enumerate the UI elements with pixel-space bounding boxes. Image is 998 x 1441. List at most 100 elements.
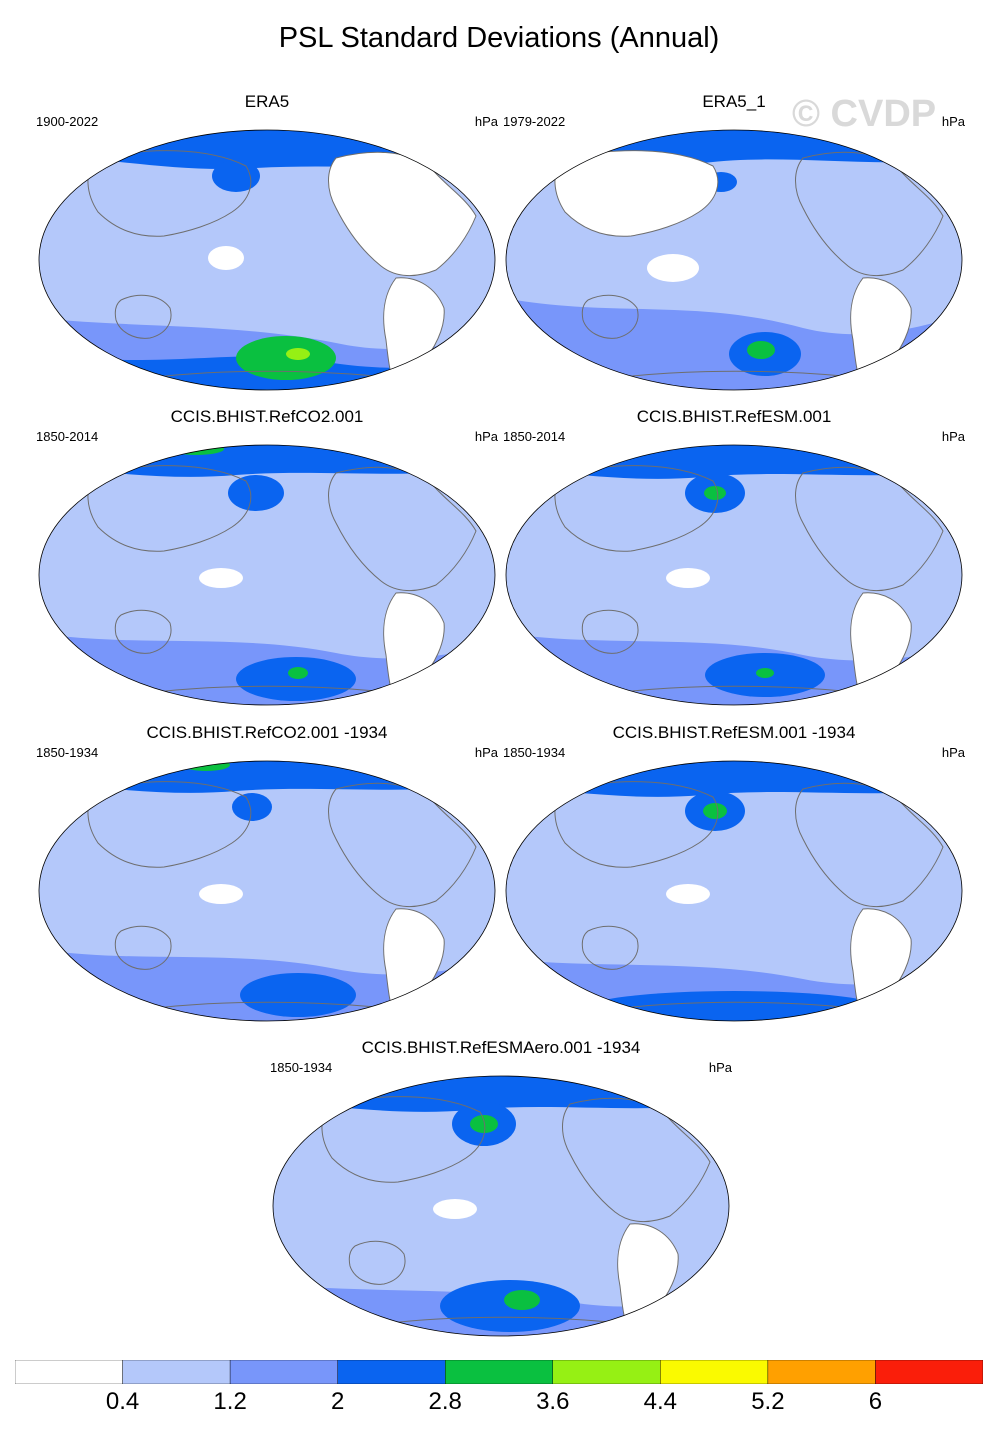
sd-pacific-core bbox=[704, 486, 726, 500]
colorbar-label: 0.4 bbox=[105, 1388, 140, 1415]
map-border bbox=[38, 129, 496, 391]
land-north-america bbox=[328, 152, 476, 276]
map-contours bbox=[273, 1076, 729, 1336]
map-contours bbox=[39, 761, 495, 1021]
coastline-asia bbox=[87, 150, 252, 237]
panel-title: CCIS.BHIST.RefCO2.001 -1934 bbox=[146, 723, 388, 742]
land-south-america bbox=[383, 277, 445, 390]
coastline-asia bbox=[554, 465, 719, 552]
land-south-america bbox=[850, 592, 912, 705]
sd-min-tropical bbox=[199, 884, 243, 904]
panel-period: 1900-2022 bbox=[36, 114, 99, 129]
panel-period: 1850-1934 bbox=[503, 745, 566, 760]
map-panel-refesmaero-1934: CCIS.BHIST.RefESMAero.001 -1934 1850-193… bbox=[270, 1038, 732, 1338]
sd-southern-core bbox=[756, 668, 774, 678]
contour-map bbox=[38, 444, 496, 706]
sd-southern-low bbox=[240, 973, 356, 1017]
map-border bbox=[38, 760, 496, 1022]
panel-title: ERA5_1 bbox=[702, 92, 766, 111]
colorbar-swatch bbox=[552, 1360, 661, 1384]
coastline-australia bbox=[581, 609, 639, 654]
land-south-america bbox=[850, 908, 912, 1021]
coastline-australia bbox=[114, 609, 172, 654]
colorbar-swatch bbox=[660, 1360, 769, 1384]
map-panel-era5-1: ERA5_1 1979-2022 hPa bbox=[503, 92, 965, 392]
coastline-asia bbox=[87, 465, 252, 552]
sd-southern-core bbox=[236, 336, 336, 380]
colorbar-swatch bbox=[229, 1360, 338, 1384]
sd-min-tropical bbox=[199, 568, 243, 588]
contour-map bbox=[272, 1075, 730, 1337]
land-south-america bbox=[617, 1223, 679, 1336]
map-contours bbox=[506, 761, 962, 1021]
map-panel-refesm-1934: CCIS.BHIST.RefESM.001 -1934 1850-1934 hP… bbox=[503, 723, 965, 1023]
colorbar-label: 4.4 bbox=[643, 1388, 678, 1415]
sd-min-tropical bbox=[433, 1199, 477, 1219]
map-panel-refco2: CCIS.BHIST.RefCO2.001 1850-2014 hPa bbox=[36, 407, 498, 707]
sd-arctic-core bbox=[168, 445, 224, 455]
colorbar-swatch bbox=[15, 1360, 123, 1384]
colorbar-label: 2 bbox=[330, 1388, 345, 1415]
panel-period: 1850-1934 bbox=[270, 1060, 333, 1075]
sd-southern-core bbox=[288, 667, 308, 679]
watermark: © CVDP bbox=[792, 93, 937, 135]
panel-title: CCIS.BHIST.RefCO2.001 bbox=[170, 407, 364, 426]
contour-map bbox=[505, 129, 963, 391]
coastline-australia bbox=[114, 294, 172, 339]
colorbar-swatch bbox=[122, 1360, 231, 1384]
sd-min-tropical bbox=[647, 254, 699, 282]
colorbar-swatch bbox=[337, 1360, 446, 1384]
map-contours bbox=[506, 445, 962, 705]
colorbar-swatch bbox=[767, 1360, 876, 1384]
colorbar bbox=[15, 1360, 983, 1384]
map-border bbox=[505, 760, 963, 1022]
contour-map bbox=[38, 760, 496, 1022]
contour-map bbox=[38, 129, 496, 391]
panel-units: hPa bbox=[941, 429, 965, 444]
map-panel-refesm: CCIS.BHIST.RefESM.001 1850-2014 hPa bbox=[503, 407, 965, 707]
sd-southern-core bbox=[747, 341, 775, 359]
panel-title: CCIS.BHIST.RefESM.001 -1934 bbox=[612, 723, 856, 742]
map-border bbox=[505, 444, 963, 706]
sd-southern-low bbox=[236, 657, 356, 701]
coastline-australia bbox=[348, 1240, 406, 1285]
sd-pacific-core bbox=[703, 803, 727, 819]
land-south-america bbox=[383, 592, 445, 705]
map-contours bbox=[39, 130, 495, 390]
panel-units: hPa bbox=[708, 1060, 732, 1075]
panel-title: CCIS.BHIST.RefESMAero.001 -1934 bbox=[361, 1038, 641, 1057]
land-south-america bbox=[383, 908, 445, 1021]
land-south-america bbox=[850, 277, 912, 390]
sd-southern-core bbox=[504, 1290, 540, 1310]
panel-period: 1850-2014 bbox=[503, 429, 566, 444]
sd-min-tropical bbox=[666, 884, 710, 904]
contour-map bbox=[505, 444, 963, 706]
sd-band-north bbox=[506, 761, 962, 797]
land-asia bbox=[554, 150, 718, 237]
colorbar-label: 5.2 bbox=[751, 1388, 785, 1415]
colorbar-swatch bbox=[875, 1360, 983, 1384]
map-contours bbox=[506, 130, 962, 390]
coastline-australia bbox=[581, 925, 639, 970]
sd-band-north bbox=[39, 761, 495, 793]
sd-pacific-core bbox=[470, 1115, 498, 1133]
panel-units: hPa bbox=[474, 745, 498, 760]
panel-units: hPa bbox=[474, 114, 498, 129]
colorbar-label: 2.8 bbox=[428, 1388, 462, 1415]
contour-map bbox=[505, 760, 963, 1022]
sd-southern-peak bbox=[286, 348, 310, 360]
sd-band-north bbox=[506, 445, 962, 479]
panel-units: hPa bbox=[941, 114, 965, 129]
sd-band-north bbox=[39, 130, 495, 170]
panel-period: 1850-1934 bbox=[36, 745, 99, 760]
panel-units: hPa bbox=[474, 429, 498, 444]
panel-period: 1979-2022 bbox=[503, 114, 566, 129]
panel-units: hPa bbox=[941, 745, 965, 760]
coastline-australia bbox=[114, 925, 172, 970]
sd-band-north bbox=[506, 130, 962, 166]
map-border bbox=[38, 444, 496, 706]
panel-title: CCIS.BHIST.RefESM.001 bbox=[636, 407, 832, 426]
coastline-australia bbox=[581, 294, 639, 339]
panel-period: 1850-2014 bbox=[36, 429, 99, 444]
map-panel-era5: ERA5 1900-2022 hPa bbox=[36, 92, 498, 392]
